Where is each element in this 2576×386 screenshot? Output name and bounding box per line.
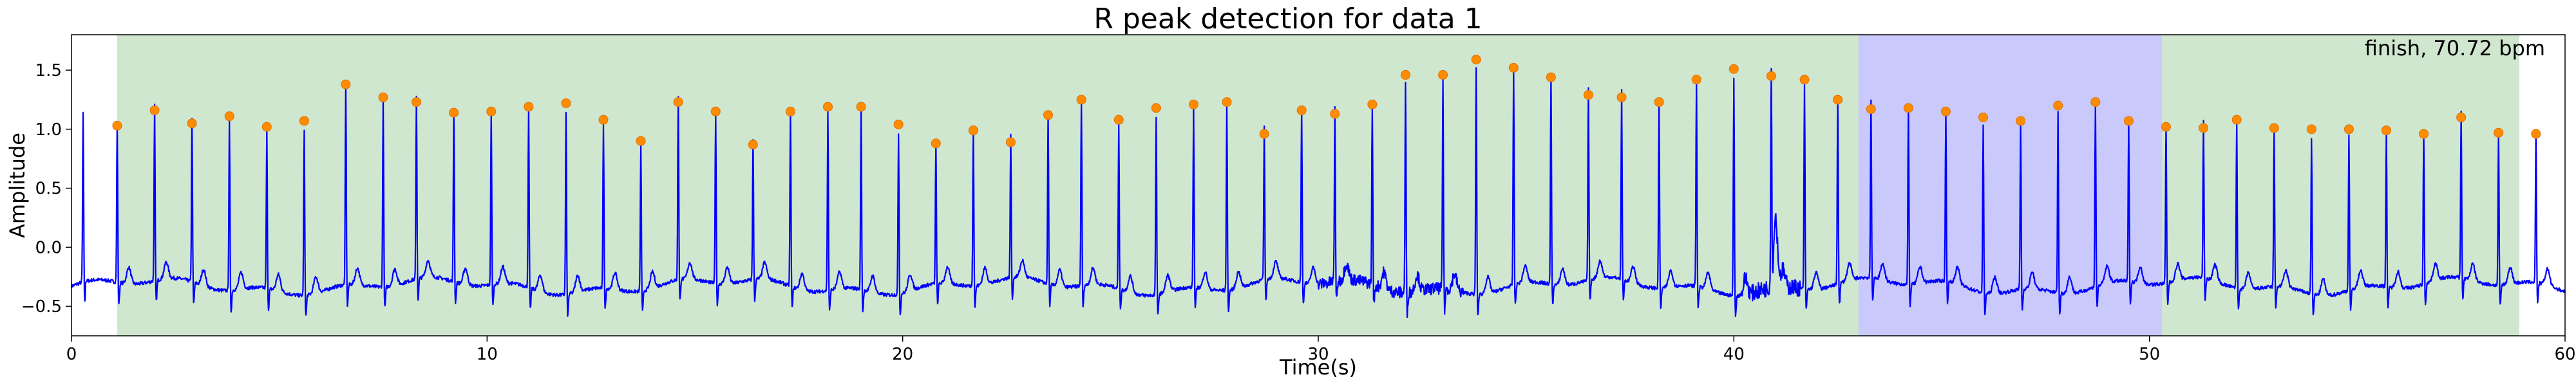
x-axis-label: Time(s) xyxy=(1279,355,1357,380)
r-peak-point xyxy=(968,125,978,136)
r-peak-point xyxy=(112,120,122,131)
r-peak-point xyxy=(856,102,866,112)
r-peak-point xyxy=(1438,69,1448,80)
ecg-signal-line xyxy=(70,65,2566,318)
r-peak-point xyxy=(1799,75,1810,85)
x-tick-label: 50 xyxy=(2139,345,2160,364)
r-peak-point xyxy=(1833,95,1843,105)
r-peak-point xyxy=(2016,116,2026,126)
r-peak-point xyxy=(785,106,795,116)
r-peak-point xyxy=(1508,62,1519,73)
r-peak-point xyxy=(2531,129,2541,139)
y-axis-label: Amplitude xyxy=(5,133,30,238)
r-peak-point xyxy=(2456,112,2467,122)
r-peak-point xyxy=(2161,122,2171,132)
region-green-3 xyxy=(2162,35,2520,336)
r-peak-point xyxy=(1296,105,1307,115)
r-peak-point xyxy=(1903,103,1913,113)
y-tick-label: 1.5 xyxy=(35,61,62,80)
r-peak-point xyxy=(1691,75,1701,85)
r-peak-point xyxy=(149,105,160,115)
x-tick-label: 40 xyxy=(1723,345,1745,364)
r-peak-point xyxy=(2382,125,2392,136)
r-peak-point xyxy=(524,102,534,112)
r-peak-point xyxy=(1583,90,1593,100)
r-peak-point xyxy=(378,92,388,102)
r-peak-point xyxy=(224,111,234,122)
r-peak-point xyxy=(2231,115,2242,125)
r-peak-point xyxy=(449,107,459,118)
r-peak-point xyxy=(1188,99,1198,109)
r-peak-point xyxy=(2344,124,2354,134)
r-peak-point xyxy=(823,102,833,112)
r-peak-point xyxy=(2494,127,2504,138)
r-peak-point xyxy=(1728,64,1739,74)
y-tick-label: 1.0 xyxy=(35,120,62,140)
r-peak-point xyxy=(2199,123,2209,133)
r-peak-point xyxy=(341,79,351,89)
x-tick-label: 20 xyxy=(892,345,913,364)
r-peak-point xyxy=(1151,103,1161,113)
y-tick-label: −0.5 xyxy=(21,297,62,317)
r-peak-point xyxy=(893,119,904,129)
r-peak-point xyxy=(1766,71,1776,81)
r-peak-point xyxy=(261,122,272,132)
y-tick-label: 0.5 xyxy=(35,179,62,199)
r-peak-point xyxy=(2269,123,2279,133)
chart-title: R peak detection for data 1 xyxy=(1094,3,1482,35)
r-peak-point xyxy=(1259,129,1269,139)
r-peak-point xyxy=(748,140,758,150)
r-peak-point xyxy=(187,118,197,129)
r-peak-point xyxy=(1367,99,1378,109)
r-peak-point xyxy=(673,97,683,107)
r-peak-point xyxy=(1866,104,1876,115)
r-peak-point xyxy=(2090,97,2101,107)
r-peak-point xyxy=(1471,55,1481,65)
r-peak-point xyxy=(1076,95,1086,105)
r-peak-point xyxy=(710,106,721,116)
r-peak-point xyxy=(2419,129,2429,139)
r-peak-point xyxy=(2053,100,2063,111)
r-peak-point xyxy=(636,136,646,146)
r-peak-point xyxy=(1546,72,1556,82)
y-axis-ticks: −0.5 0.0 0.5 1.0 1.5 xyxy=(21,61,71,317)
r-peak-point xyxy=(1401,69,1411,80)
x-tick-label: 60 xyxy=(2554,345,2575,364)
r-peak-point xyxy=(2306,124,2316,134)
r-peak-point xyxy=(1222,97,1232,107)
x-axis-ticks: 0 10 20 30 40 50 60 xyxy=(66,336,2576,364)
r-peak-point xyxy=(1113,115,1124,125)
region-green-1 xyxy=(117,35,1859,336)
shaded-regions xyxy=(117,35,2520,336)
r-peak-point xyxy=(931,138,941,149)
r-peak-point xyxy=(1940,106,1951,116)
r-peak-point xyxy=(1978,112,1989,122)
r-peak-point xyxy=(1654,97,1664,107)
x-tick-label: 10 xyxy=(477,345,498,364)
r-peak-point xyxy=(2123,116,2134,126)
r-peak-point xyxy=(299,116,309,126)
r-peak-point xyxy=(412,97,422,107)
x-tick-label: 30 xyxy=(1307,345,1329,364)
r-peak-point xyxy=(1330,109,1340,119)
r-peak-markers xyxy=(112,55,2541,150)
r-peak-point xyxy=(598,115,609,125)
r-peak-point xyxy=(1043,110,1054,120)
x-tick-label: 0 xyxy=(66,345,77,364)
r-peak-point xyxy=(486,106,497,116)
r-peak-point xyxy=(1616,92,1627,102)
r-peak-point xyxy=(1005,137,1016,147)
y-tick-label: 0.0 xyxy=(35,238,62,257)
status-annotation: finish, 70.72 bpm xyxy=(2365,36,2545,60)
r-peak-point xyxy=(561,98,571,108)
